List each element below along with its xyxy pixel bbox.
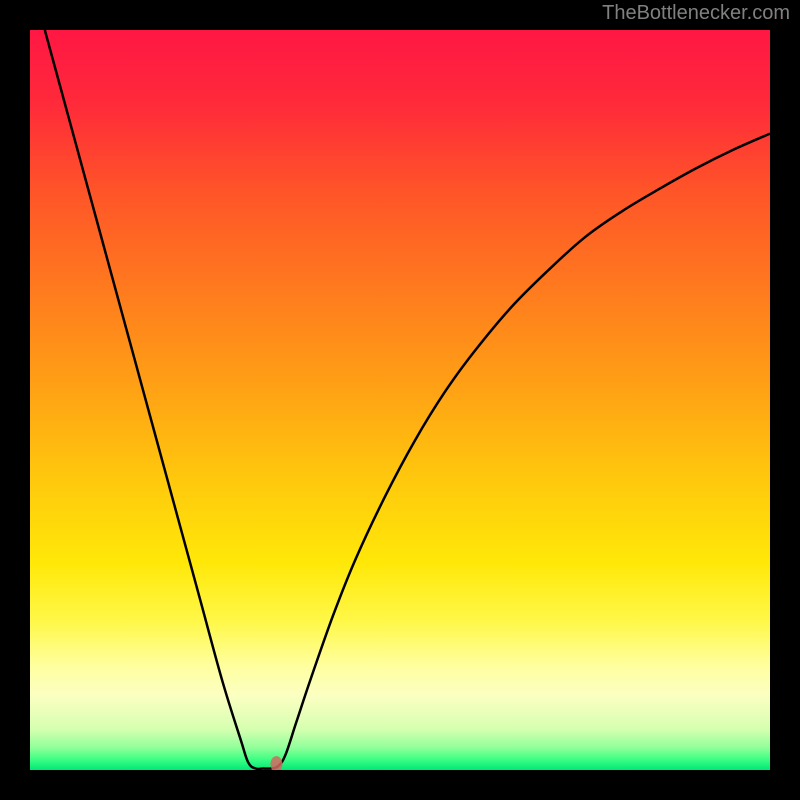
bottleneck-curve (45, 30, 770, 769)
chart-curve-svg (30, 30, 770, 770)
plot-area (30, 30, 770, 770)
optimal-point-marker (270, 756, 282, 770)
watermark-text: TheBottlenecker.com (602, 2, 790, 25)
